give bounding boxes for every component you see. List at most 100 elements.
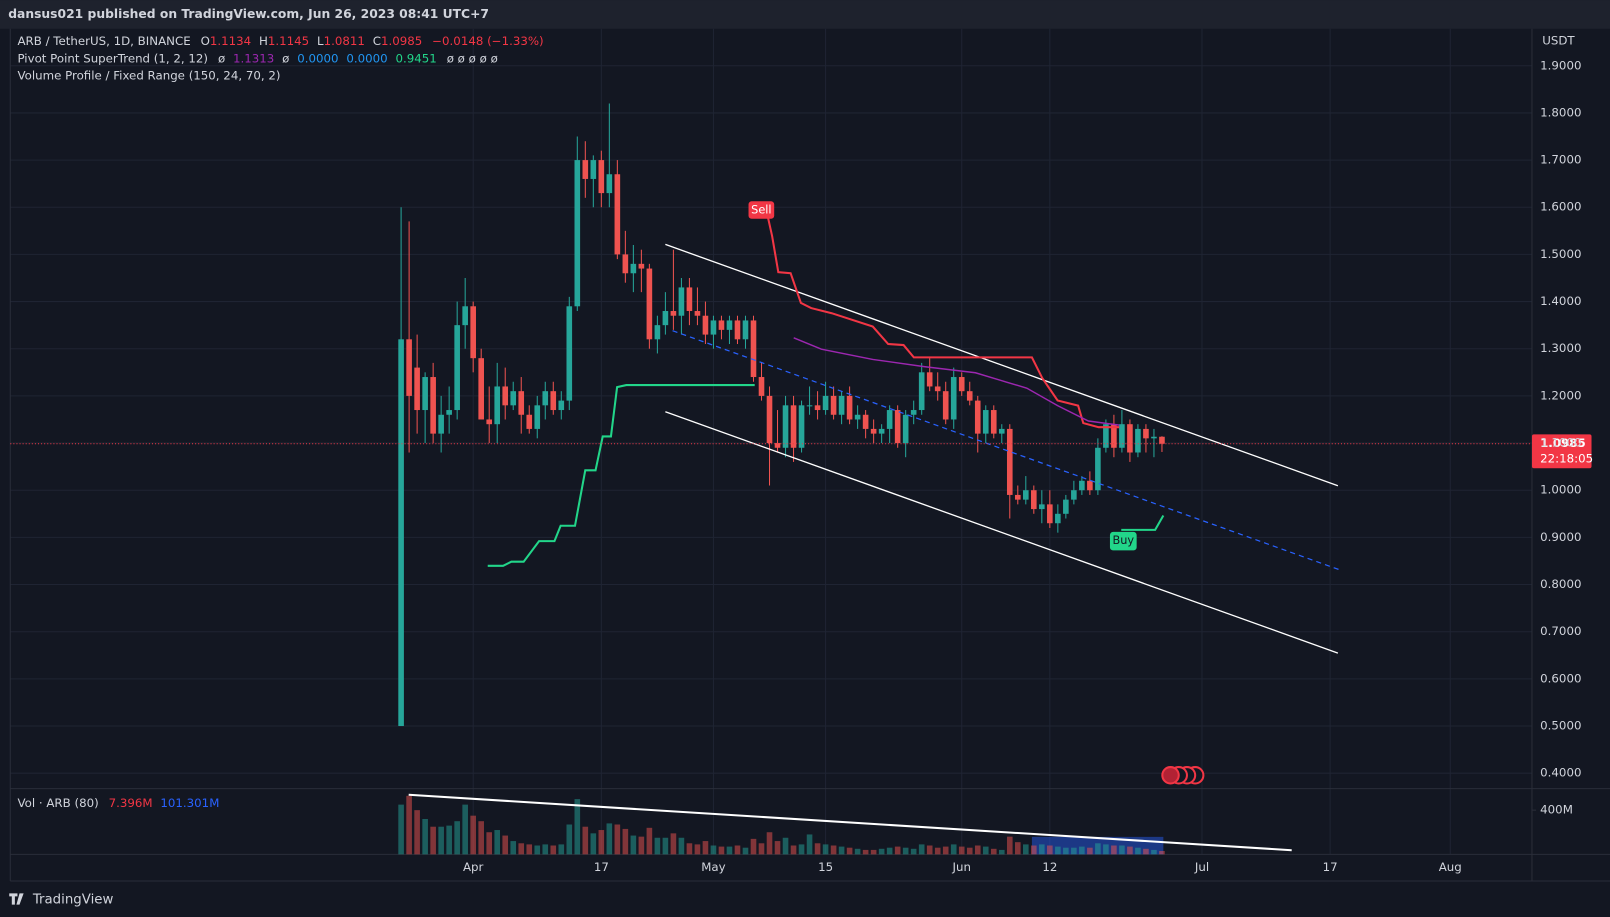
candle-body <box>902 414 909 444</box>
volume-bar <box>534 845 541 855</box>
volume-bar <box>1014 842 1021 855</box>
candle-body <box>750 320 757 378</box>
volume-value: 7.396M <box>109 795 153 809</box>
candle-body <box>998 428 1005 434</box>
volume-bar <box>1127 846 1133 855</box>
volume-bar <box>558 844 565 855</box>
candle-body <box>990 410 997 434</box>
ohlc-value: 1.1145 <box>268 34 309 48</box>
candles <box>398 103 1165 727</box>
volume-bar <box>766 832 773 855</box>
y-tick-label: 0.7000 <box>1540 624 1581 638</box>
volume-bar <box>966 847 973 855</box>
indicator-value: 1.1313 <box>233 51 274 65</box>
volume-bar <box>422 818 428 855</box>
candle-body <box>958 377 965 392</box>
ohlc-value: 1.0811 <box>324 34 365 48</box>
candle-body <box>870 428 877 434</box>
candle-body <box>622 254 629 274</box>
y-tick-label: 0.5000 <box>1540 719 1581 733</box>
candle-body <box>1022 490 1029 500</box>
volume-bars <box>398 795 1165 855</box>
candle-body <box>1031 490 1037 510</box>
volume-bar <box>894 846 901 855</box>
candle-body <box>1151 436 1157 439</box>
candle-body <box>918 372 925 411</box>
volume-bar <box>862 849 869 855</box>
volume-bar <box>734 845 741 855</box>
volume-bar <box>1039 844 1045 855</box>
candle-body <box>558 400 565 411</box>
symbol: ARB / TetherUS, 1D, BINANCE <box>17 34 190 48</box>
volume-bar <box>846 847 853 855</box>
candle-body <box>894 410 901 444</box>
candle-body <box>942 391 949 420</box>
volume-bar <box>414 810 420 855</box>
volume-bar <box>526 844 533 855</box>
candle-body <box>1127 424 1133 453</box>
volume-bar <box>1103 844 1109 855</box>
y-tick-label: 1.8000 <box>1540 105 1581 119</box>
candle-body <box>638 263 645 269</box>
candle-body <box>534 405 541 429</box>
candle-body <box>790 405 797 448</box>
pivot-center <box>793 337 1120 426</box>
volume-bar <box>462 804 468 855</box>
candle-body <box>422 377 428 411</box>
volume-bar <box>598 830 605 855</box>
candle-body <box>670 311 677 316</box>
volume-bar <box>1063 847 1069 855</box>
candle-body <box>462 306 468 326</box>
volume-bar <box>670 833 677 855</box>
volume-bar <box>654 837 661 855</box>
volume-bar <box>694 844 701 855</box>
price-label: 1.0985 <box>1540 436 1586 450</box>
candle-body <box>1119 424 1125 448</box>
event-icons <box>1161 766 1205 785</box>
volume-bar <box>742 847 749 855</box>
volume-bar <box>918 844 925 855</box>
indicator-name: Pivot Point SuperTrend (1, 2, 12) <box>17 51 208 65</box>
y-tick-label: 0.6000 <box>1540 671 1581 685</box>
candle-body <box>1143 428 1149 439</box>
candle-body <box>486 419 493 425</box>
candle-body <box>470 306 476 359</box>
volume-bar <box>1079 846 1085 855</box>
countdown-label: 22:18:05 <box>1540 452 1593 466</box>
volume-bar <box>542 844 549 855</box>
volume-bar <box>878 848 885 855</box>
volume-bar <box>758 843 765 855</box>
indicator-value: 0.0000 <box>297 51 338 65</box>
volume-bar <box>638 836 645 855</box>
y-tick-label: 1.2000 <box>1540 388 1581 402</box>
volume-bar <box>886 847 893 855</box>
volume-bar <box>774 841 781 855</box>
x-tick-label: Apr <box>463 860 484 874</box>
legend-volume: Vol · ARB (80) 7.396M 101.301M <box>17 795 219 809</box>
volume-bar <box>454 821 460 855</box>
candle-body <box>694 311 701 316</box>
candle-body <box>1135 428 1141 453</box>
candle-body <box>742 320 749 340</box>
candle-body <box>774 443 781 448</box>
volume-bar <box>590 833 597 855</box>
x-tick-label: Jun <box>952 860 971 874</box>
ohlc-key: H <box>259 34 268 48</box>
volume-bar <box>646 827 653 855</box>
volume-bar <box>550 845 557 855</box>
indicator-value: 0.0000 <box>346 51 387 65</box>
candle-body <box>454 325 460 411</box>
candle-body <box>758 377 765 396</box>
volume-bar <box>518 843 525 855</box>
volume-bar <box>574 799 581 855</box>
sell-signal <box>748 201 775 219</box>
x-tick-label: 17 <box>1323 860 1338 874</box>
volume-bar <box>1119 845 1125 855</box>
volume-bar <box>502 835 509 855</box>
candle-body <box>950 377 957 420</box>
x-tick-label: 12 <box>1042 860 1057 874</box>
volume-bar <box>510 841 517 855</box>
buy-label: Buy <box>1113 534 1135 547</box>
candle-body <box>1103 424 1109 448</box>
